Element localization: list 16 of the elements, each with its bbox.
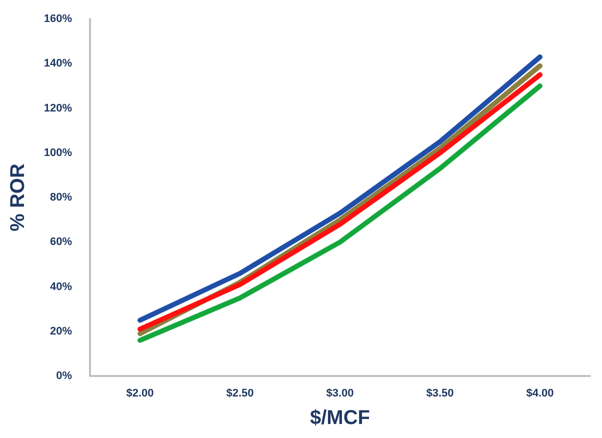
y-tick-label: 60% [50,236,72,248]
y-axis-title: % ROR [7,163,29,232]
x-tick-label: $3.00 [326,388,354,400]
x-tick-label: $2.00 [126,388,154,400]
x-tick-label: $2.50 [226,388,254,400]
y-tick-label: 80% [50,192,72,204]
x-tick-label: $4.00 [526,388,554,400]
x-axis-title: $/MCF [310,407,370,429]
y-tick-label: 160% [44,13,72,25]
x-tick-label: $3.50 [426,388,454,400]
y-tick-label: 40% [50,280,72,293]
y-tick-label: 100% [44,146,72,159]
y-tick-label: 120% [44,102,72,114]
y-tick-label: 140% [44,58,72,70]
y-tick-label: 0% [56,370,72,382]
y-tick-label: 20% [50,325,72,338]
